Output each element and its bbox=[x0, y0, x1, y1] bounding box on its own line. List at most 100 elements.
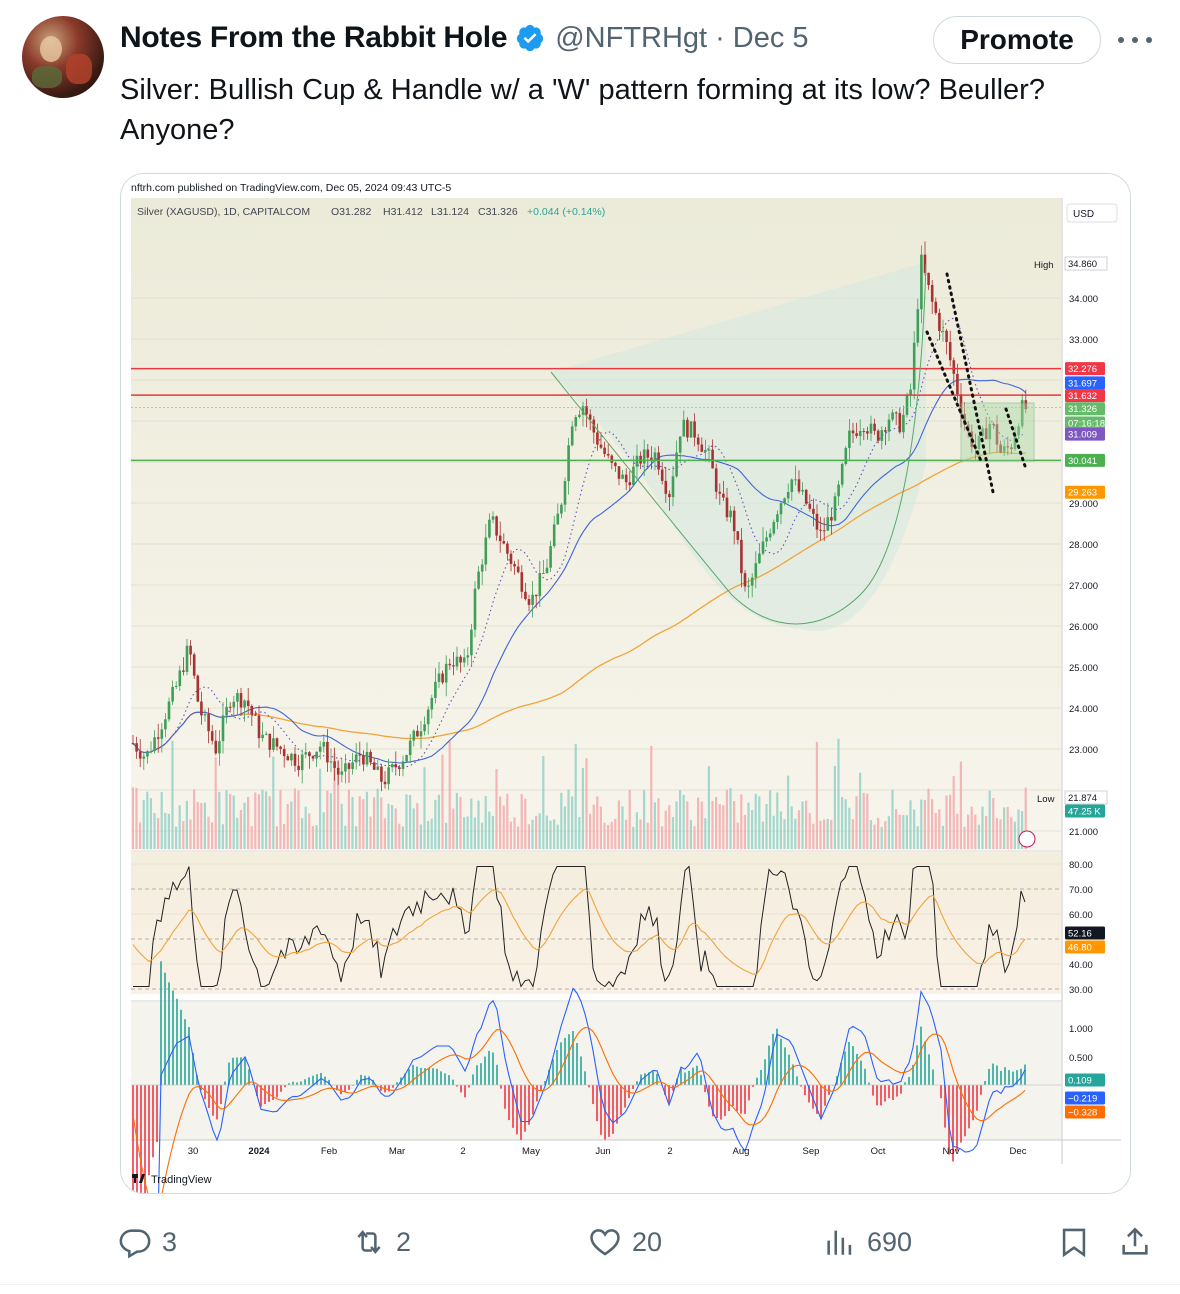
volume-bar bbox=[1003, 807, 1006, 849]
post-date[interactable]: Dec 5 bbox=[732, 21, 809, 54]
macd-histogram-bar bbox=[316, 1074, 318, 1085]
volume-bar bbox=[286, 803, 289, 849]
candle-body bbox=[326, 742, 329, 763]
candle-body bbox=[542, 572, 545, 574]
candle-body bbox=[138, 751, 142, 759]
candle-body bbox=[923, 254, 927, 273]
macd-histogram-bar bbox=[856, 1053, 858, 1085]
volume-bar bbox=[895, 809, 898, 849]
more-icon[interactable] bbox=[1118, 26, 1152, 54]
volume-bar bbox=[1024, 787, 1027, 849]
time-tick-label: Nov bbox=[943, 1146, 960, 1157]
high-value-bg bbox=[1064, 256, 1108, 271]
volume-bar bbox=[369, 816, 372, 849]
reply-button[interactable]: 3 bbox=[118, 1216, 177, 1268]
volume-bar bbox=[347, 789, 350, 849]
volume-bar bbox=[153, 813, 156, 849]
volume-bar bbox=[351, 796, 354, 849]
currency-box[interactable] bbox=[1066, 203, 1118, 223]
volume-bar bbox=[574, 743, 577, 849]
candle-body bbox=[722, 493, 725, 498]
macd-histogram-bar bbox=[604, 1085, 606, 1140]
volume-bar bbox=[488, 811, 491, 849]
candle-body bbox=[768, 533, 772, 538]
macd-tick-label: 1.000 bbox=[1069, 1024, 1093, 1035]
volume-bar bbox=[797, 810, 800, 849]
candle-body bbox=[725, 497, 729, 518]
candle-body bbox=[941, 330, 945, 332]
volume-bar bbox=[761, 821, 764, 849]
macd-histogram-bar bbox=[688, 1070, 690, 1085]
macd-histogram-bar bbox=[732, 1085, 734, 1107]
volume-bar bbox=[592, 804, 595, 849]
candle-body bbox=[308, 752, 311, 757]
volume-bar bbox=[855, 796, 858, 849]
share-button[interactable] bbox=[1118, 1216, 1152, 1268]
candle-body bbox=[992, 423, 995, 425]
candle-body bbox=[668, 493, 671, 498]
candle-body bbox=[369, 751, 372, 763]
macd-histogram-bar bbox=[684, 1072, 686, 1085]
ma-50-line bbox=[132, 378, 1027, 764]
like-button[interactable]: 20 bbox=[588, 1216, 662, 1268]
volume-bar bbox=[322, 812, 325, 849]
candle-body bbox=[282, 748, 286, 757]
candle-body bbox=[729, 510, 732, 518]
volume-bar bbox=[657, 798, 660, 849]
volume-bar bbox=[452, 808, 455, 849]
candle-body bbox=[588, 414, 592, 420]
verified-badge-icon[interactable] bbox=[515, 23, 545, 53]
chart-image[interactable]: nftrh.com published on TradingView.com, … bbox=[120, 173, 1131, 1194]
volume-bar bbox=[704, 818, 707, 849]
volume-bar bbox=[599, 806, 602, 849]
volume-bar bbox=[416, 803, 419, 849]
macd-histogram-bar bbox=[1016, 1070, 1018, 1085]
price-tick-label: 26.000 bbox=[1069, 622, 1098, 633]
repost-button[interactable]: 2 bbox=[352, 1216, 411, 1268]
volume-bar bbox=[445, 822, 448, 849]
price-badge-bg bbox=[1065, 389, 1105, 403]
candle-body bbox=[398, 767, 401, 769]
macd-histogram-bar bbox=[740, 1085, 742, 1114]
macd-tick-label: 0.500 bbox=[1069, 1053, 1093, 1064]
macd-histogram-bar bbox=[868, 1082, 870, 1085]
volume-bar bbox=[787, 775, 790, 849]
views-button[interactable]: 690 bbox=[823, 1216, 912, 1268]
promote-button[interactable]: Promote bbox=[933, 16, 1101, 64]
macd-histogram-bar bbox=[764, 1059, 766, 1085]
volume-bar bbox=[887, 816, 890, 849]
volume-bar bbox=[664, 810, 667, 849]
macd-histogram-bar bbox=[568, 1034, 570, 1085]
volume-bar bbox=[571, 796, 574, 849]
candle-body bbox=[196, 675, 200, 702]
price-tick-label: 21.000 bbox=[1069, 827, 1098, 838]
candle-body bbox=[959, 394, 963, 415]
volume-bar bbox=[265, 791, 268, 849]
macd-histogram-bar bbox=[424, 1068, 426, 1085]
author-name[interactable]: Notes From the Rabbit Hole bbox=[120, 21, 508, 54]
macd-histogram-bar bbox=[172, 990, 174, 1085]
volume-bar bbox=[776, 792, 779, 849]
candle-body bbox=[790, 479, 794, 492]
macd-histogram-bar bbox=[796, 1076, 798, 1085]
volume-bar bbox=[560, 792, 563, 849]
tradingview-chart: nftrh.com published on TradingView.com, … bbox=[121, 174, 1130, 1193]
candle-body bbox=[866, 431, 869, 434]
volume-bar bbox=[268, 796, 271, 849]
price-tick-label: 27.000 bbox=[1069, 581, 1098, 592]
candle-body bbox=[203, 714, 207, 716]
bookmark-button[interactable] bbox=[1057, 1216, 1091, 1268]
candle-body bbox=[531, 594, 534, 605]
macd-histogram-bar bbox=[348, 1085, 350, 1090]
volume-bar bbox=[290, 801, 293, 849]
candle-body bbox=[383, 781, 387, 785]
macd-histogram-bar bbox=[168, 982, 170, 1085]
avatar[interactable] bbox=[22, 16, 104, 98]
author-handle[interactable]: @NFTRHgt bbox=[555, 21, 708, 54]
candle-body bbox=[545, 567, 549, 573]
candle-body bbox=[250, 706, 254, 715]
volume-bar bbox=[668, 805, 671, 849]
candle-body bbox=[182, 670, 185, 672]
volume-bar bbox=[556, 824, 559, 849]
volume-bar bbox=[297, 790, 300, 849]
